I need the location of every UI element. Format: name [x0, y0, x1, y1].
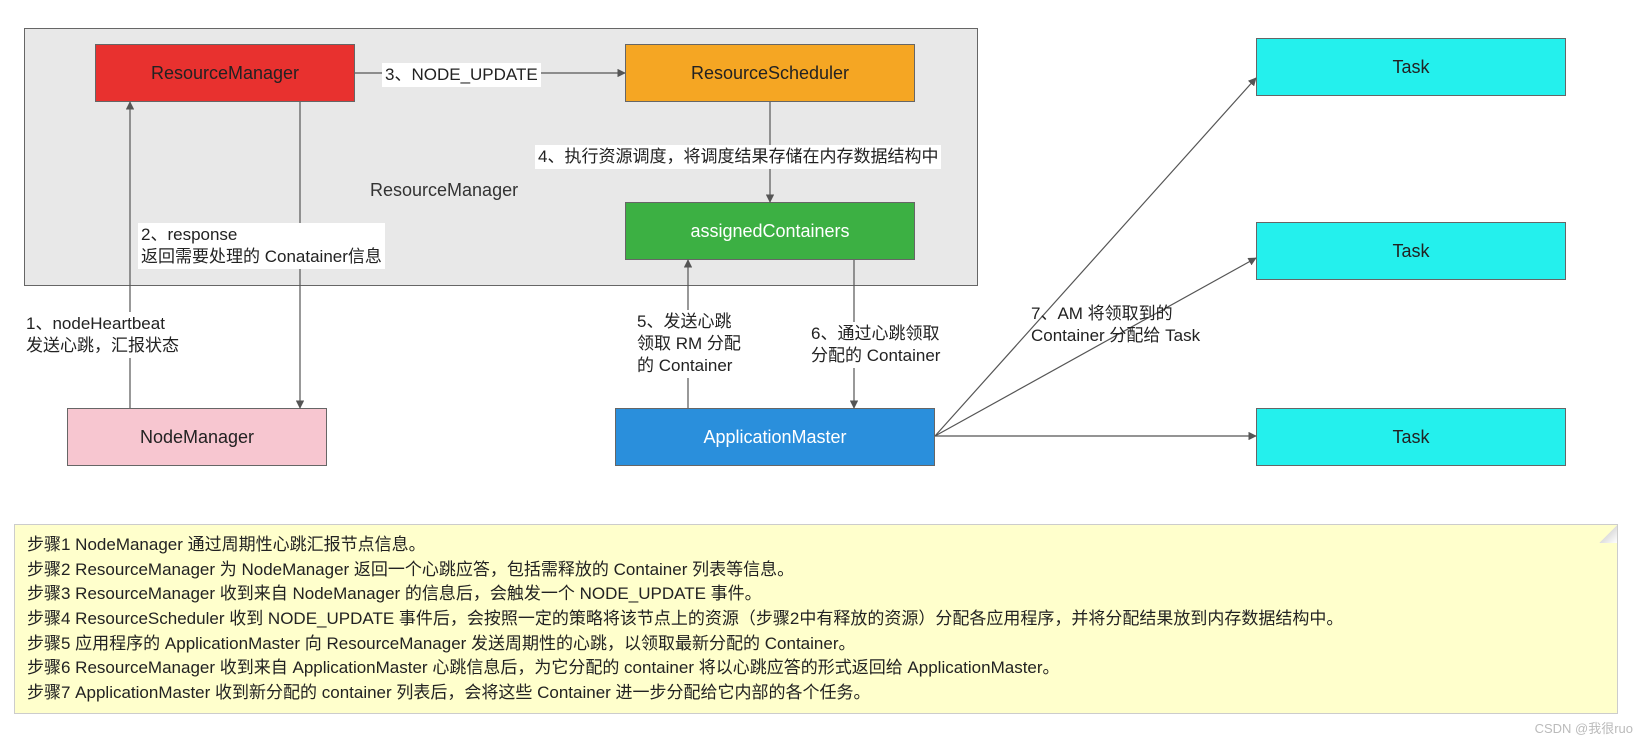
note-line: 步骤4 ResourceScheduler 收到 NODE_UPDATE 事件后…	[27, 607, 1605, 632]
watermark: CSDN @我很ruo	[1535, 718, 1633, 737]
note-line: 步骤6 ResourceManager 收到来自 ApplicationMast…	[27, 656, 1605, 681]
node-assigned-containers: assignedContainers	[625, 202, 915, 260]
node-task-3: Task	[1256, 408, 1566, 466]
node-label: ApplicationMaster	[703, 427, 846, 448]
note-line: 步骤7 ApplicationMaster 收到新分配的 container 列…	[27, 681, 1605, 706]
node-label: ResourceScheduler	[691, 63, 849, 84]
node-task-1: Task	[1256, 38, 1566, 96]
node-label: Task	[1392, 241, 1429, 262]
notes-box: 步骤1 NodeManager 通过周期性心跳汇报节点信息。 步骤2 Resou…	[14, 524, 1618, 714]
node-node-manager: NodeManager	[67, 408, 327, 466]
note-line: 步骤3 ResourceManager 收到来自 NodeManager 的信息…	[27, 582, 1605, 607]
edge-label-e3: 3、NODE_UPDATE	[382, 63, 541, 87]
node-label: Task	[1392, 57, 1429, 78]
note-line: 步骤2 ResourceManager 为 NodeManager 返回一个心跳…	[27, 558, 1605, 583]
edge-label-e7c: 7、AM 将领取到的Container 分配给 Task	[1028, 302, 1203, 348]
node-label: NodeManager	[140, 427, 254, 448]
edge-label-e5: 5、发送心跳领取 RM 分配的 Container	[634, 310, 744, 378]
edge-label-e4: 4、执行资源调度，将调度结果存储在内存数据结构中	[535, 145, 941, 169]
node-label: Task	[1392, 427, 1429, 448]
note-line: 步骤1 NodeManager 通过周期性心跳汇报节点信息。	[27, 533, 1605, 558]
edge-label-e2: 2、response返回需要处理的 Conatainer信息	[138, 223, 385, 269]
note-line: 步骤5 应用程序的 ApplicationMaster 向 ResourceMa…	[27, 632, 1605, 657]
node-resource-manager: ResourceManager	[95, 44, 355, 102]
group-label: ResourceManager	[370, 180, 518, 201]
edge-label-e6: 6、通过心跳领取分配的 Container	[808, 322, 943, 368]
diagram-area: ResourceManager ResourceManager Resource…	[0, 0, 1643, 510]
node-task-2: Task	[1256, 222, 1566, 280]
node-application-master: ApplicationMaster	[615, 408, 935, 466]
node-label: assignedContainers	[690, 221, 849, 242]
node-label: ResourceManager	[151, 63, 299, 84]
node-resource-scheduler: ResourceScheduler	[625, 44, 915, 102]
edge-label-e1: 1、nodeHeartbeat发送心跳，汇报状态	[23, 312, 182, 358]
